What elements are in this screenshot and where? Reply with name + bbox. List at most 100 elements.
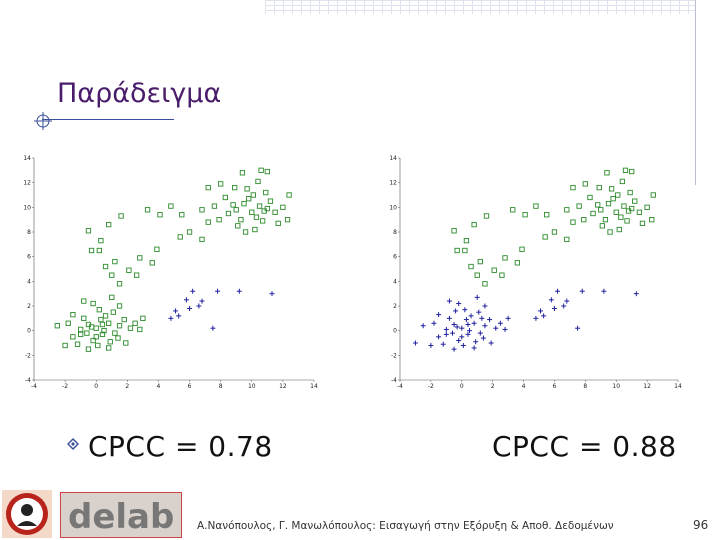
y-tick-label: -4 [391, 377, 397, 384]
data-point-cross [579, 288, 585, 294]
data-point-cross [420, 323, 426, 329]
data-point-square [608, 186, 615, 192]
data-point-square [639, 220, 646, 227]
data-point-cross [436, 334, 442, 340]
data-point-square [596, 184, 602, 191]
data-point-square [78, 326, 84, 333]
data-point-square [102, 313, 109, 319]
data-point-square [149, 260, 155, 266]
scatter-plot-left: -4 -2 0 2 4 6 8 10 12 14 -4 -2 0 2 4 6 8 10 12 14 [23, 155, 318, 390]
data-point-square [605, 200, 612, 207]
cpcc-label-right: CPCC = 0.88 [492, 430, 677, 463]
data-point-square [99, 321, 106, 328]
header-grid-decoration [265, 0, 695, 14]
data-point-square [249, 209, 255, 215]
data-point-cross [459, 334, 465, 340]
x-tick-label: 2 [491, 383, 495, 390]
data-point-square [126, 267, 132, 273]
data-point-square [260, 218, 266, 224]
data-point-square [110, 309, 116, 315]
data-point-square [168, 203, 174, 209]
data-point-square [564, 236, 570, 243]
data-point-square [88, 324, 95, 330]
data-point-square [107, 339, 113, 345]
data-point-square [54, 323, 60, 329]
data-point-cross [176, 313, 182, 319]
y-tick-label: 10 [389, 204, 397, 211]
data-point-square [250, 192, 256, 198]
data-point-square [610, 196, 616, 202]
data-point-square [576, 203, 582, 209]
data-point-square [230, 202, 236, 208]
data-point-square [570, 219, 576, 225]
data-point-square [90, 337, 96, 344]
data-point-square [284, 217, 291, 223]
data-point-cross [446, 315, 452, 321]
data-point-square [602, 217, 609, 223]
logo-text: delab [68, 497, 174, 537]
data-point-square [255, 178, 261, 185]
y-tick-label: 8 [27, 229, 31, 236]
x-tick-label: -2 [428, 383, 434, 390]
data-point-cross [465, 322, 471, 327]
y-tick-label: -4 [25, 377, 31, 384]
y-tick-label: 12 [23, 180, 31, 187]
data-point-cross [473, 339, 479, 345]
data-point-cross [459, 325, 465, 331]
data-point-square [454, 247, 460, 254]
data-point-square [261, 208, 267, 214]
data-point-cross [482, 323, 488, 329]
data-point-square [106, 345, 112, 351]
data-point-square [581, 217, 587, 223]
data-point-square [616, 226, 622, 233]
data-point-square [132, 320, 138, 326]
data-point-cross [440, 341, 446, 347]
data-point-cross [450, 330, 456, 336]
x-tick-label: 12 [643, 383, 651, 390]
data-point-square [627, 189, 633, 196]
data-point-square [239, 170, 246, 176]
data-point-square [477, 258, 483, 265]
data-point-cross [451, 322, 457, 327]
data-point-square [102, 263, 109, 270]
data-point-square [252, 226, 258, 233]
data-point-square [235, 223, 241, 229]
data-point-cross [488, 340, 494, 346]
data-point-square [499, 272, 505, 278]
data-point-square [84, 330, 90, 336]
data-point-cross [467, 328, 472, 334]
data-point-cross [183, 297, 189, 303]
data-point-cross [538, 308, 544, 314]
data-point-square [582, 181, 588, 187]
data-point-square [629, 168, 635, 175]
data-point-square [522, 212, 528, 218]
y-tick-label: 8 [393, 229, 397, 236]
data-point-square [510, 207, 516, 213]
data-point-square [474, 272, 480, 278]
x-tick-label: -4 [31, 383, 37, 390]
data-point-square [118, 213, 124, 219]
data-point-square [199, 207, 205, 213]
data-point-cross [199, 298, 205, 304]
data-point-square [275, 220, 281, 227]
data-point-cross [497, 320, 503, 326]
data-point-cross [210, 325, 216, 331]
data-point-square [624, 218, 630, 224]
data-point-square [644, 204, 650, 210]
data-point-square [242, 229, 249, 235]
data-point-square [112, 258, 118, 265]
data-point-cross [505, 315, 511, 321]
x-tick-label: 4 [522, 383, 526, 390]
data-point-square [85, 228, 92, 234]
data-point-square [96, 307, 102, 313]
x-tick-label: 2 [125, 383, 129, 390]
data-point-square [244, 186, 250, 192]
y-tick-label: 0 [393, 328, 397, 335]
data-point-square [140, 315, 146, 321]
data-point-square [615, 192, 621, 198]
data-point-square [74, 341, 81, 347]
slide-title: Παράδειγμα [57, 78, 222, 109]
data-point-cross [465, 331, 471, 337]
data-point-square [106, 320, 112, 326]
data-point-square [109, 272, 115, 278]
